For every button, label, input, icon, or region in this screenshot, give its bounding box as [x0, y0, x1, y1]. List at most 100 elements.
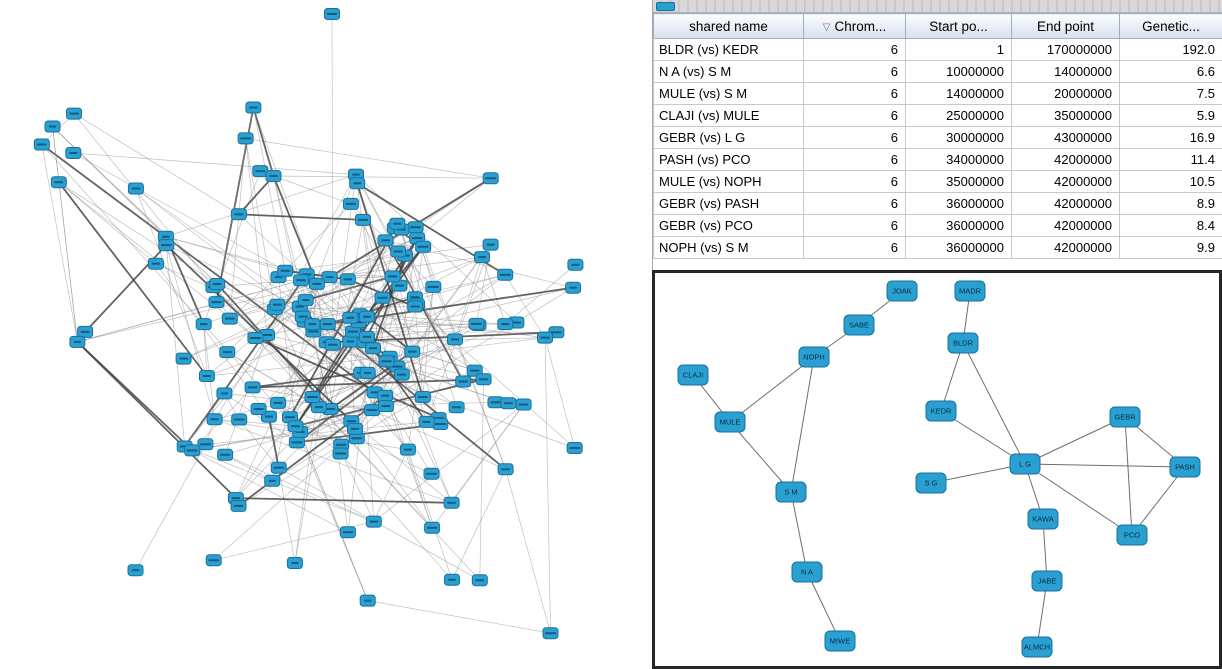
node-shape[interactable]: [677, 364, 709, 386]
node-shape[interactable]: [954, 280, 986, 302]
cell-value[interactable]: 170000000: [1011, 38, 1120, 61]
network-node[interactable]: [247, 332, 264, 344]
scrollbar-thumb[interactable]: [656, 2, 675, 11]
network-node[interactable]: S M: [775, 481, 807, 503]
table-row[interactable]: N A (vs) S M 6 10000000 14000000 6.6: [653, 60, 1222, 83]
network-node[interactable]: [206, 413, 223, 426]
network-node[interactable]: [415, 240, 432, 253]
network-node[interactable]: [455, 375, 472, 388]
network-node[interactable]: [304, 391, 321, 403]
network-node[interactable]: [127, 182, 144, 195]
network-node[interactable]: [287, 420, 304, 433]
node-shape[interactable]: [1109, 406, 1141, 428]
cell-value[interactable]: 42000000: [1011, 148, 1120, 171]
network-node[interactable]: [377, 400, 394, 413]
cell-value[interactable]: 6: [803, 104, 906, 127]
cell-shared-name[interactable]: CLAJI (vs) MULE: [653, 104, 804, 127]
network-node[interactable]: [244, 381, 261, 394]
network-node[interactable]: [245, 101, 262, 114]
network-node[interactable]: ALMCH: [1021, 636, 1053, 658]
cell-value[interactable]: 11.4: [1119, 148, 1222, 171]
network-node[interactable]: MADR: [954, 280, 986, 302]
network-node[interactable]: [221, 312, 238, 325]
column-header-1[interactable]: ▽ Chrom...: [803, 13, 906, 39]
network-node[interactable]: [65, 147, 82, 159]
network-node[interactable]: [197, 438, 214, 451]
network-node[interactable]: [339, 273, 356, 286]
network-node[interactable]: [389, 217, 406, 230]
cell-value[interactable]: 8.9: [1119, 192, 1222, 215]
network-node[interactable]: [127, 564, 144, 577]
network-node[interactable]: [66, 107, 82, 120]
cell-shared-name[interactable]: MULE (vs) NOPH: [653, 170, 804, 193]
sort-filter-icon[interactable]: ▽: [822, 21, 831, 33]
node-shape[interactable]: [947, 332, 979, 354]
node-shape[interactable]: [1027, 508, 1059, 530]
cell-value[interactable]: 25000000: [905, 104, 1012, 127]
subnetwork-panel[interactable]: JOAK MADR SABE BLDR NOPH CLAJI KEDR GEBR MULE L G…: [652, 270, 1222, 669]
network-node[interactable]: [404, 345, 421, 358]
network-node[interactable]: [342, 311, 359, 324]
network-node[interactable]: [425, 280, 442, 293]
cell-value[interactable]: 6: [803, 192, 906, 215]
network-node[interactable]: [324, 8, 340, 20]
cell-value[interactable]: 8.4: [1119, 214, 1222, 237]
network-node[interactable]: [230, 208, 247, 221]
cell-value[interactable]: 42000000: [1011, 192, 1120, 215]
subnetwork-canvas[interactable]: JOAK MADR SABE BLDR NOPH CLAJI KEDR GEBR MULE L G…: [655, 273, 1219, 666]
cell-value[interactable]: 6: [803, 38, 906, 61]
node-shape[interactable]: [791, 561, 823, 583]
cell-value[interactable]: 6: [803, 60, 906, 83]
network-node[interactable]: [319, 318, 336, 331]
network-node[interactable]: [407, 221, 424, 234]
cell-shared-name[interactable]: GEBR (vs) PCO: [653, 214, 804, 237]
network-node[interactable]: [217, 448, 234, 461]
network-node[interactable]: [205, 554, 222, 567]
network-node[interactable]: [304, 318, 321, 331]
network-node[interactable]: [332, 447, 349, 460]
network-node[interactable]: [365, 515, 382, 528]
cell-shared-name[interactable]: MULE (vs) S M: [653, 82, 804, 105]
network-node[interactable]: [475, 373, 492, 386]
network-node[interactable]: [297, 294, 314, 307]
node-shape[interactable]: [843, 314, 875, 336]
cell-value[interactable]: 42000000: [1011, 236, 1120, 259]
cell-value[interactable]: 6: [803, 126, 906, 149]
network-node[interactable]: [447, 333, 463, 346]
network-node[interactable]: [365, 342, 381, 355]
network-node[interactable]: MULE: [714, 411, 746, 433]
table-horizontal-scrollbar[interactable]: [653, 0, 1222, 13]
table-row[interactable]: MULE (vs) S M 6 14000000 20000000 7.5: [653, 82, 1222, 105]
table-row[interactable]: BLDR (vs) KEDR 6 1 170000000 192.0: [653, 38, 1222, 61]
network-node[interactable]: [374, 291, 391, 304]
network-node[interactable]: BLDR: [947, 332, 979, 354]
network-node[interactable]: [378, 355, 395, 368]
cell-value[interactable]: 36000000: [905, 214, 1012, 237]
network-node[interactable]: PASH: [1169, 456, 1201, 478]
node-shape[interactable]: [925, 400, 957, 422]
network-node[interactable]: [270, 396, 287, 409]
network-node[interactable]: [565, 281, 582, 294]
table-row[interactable]: NOPH (vs) S M 6 36000000 42000000 9.9: [653, 236, 1222, 259]
cell-value[interactable]: 5.9: [1119, 104, 1222, 127]
network-node[interactable]: [264, 474, 281, 487]
network-node[interactable]: [566, 442, 583, 454]
cell-value[interactable]: 14000000: [905, 82, 1012, 105]
network-node[interactable]: [391, 279, 408, 292]
network-node[interactable]: [269, 298, 286, 311]
network-node[interactable]: [77, 325, 94, 338]
network-node[interactable]: [209, 278, 226, 290]
cell-value[interactable]: 7.5: [1119, 82, 1222, 105]
network-node[interactable]: [355, 213, 371, 226]
network-node[interactable]: [448, 401, 465, 414]
cell-value[interactable]: 35000000: [1011, 104, 1120, 127]
network-node[interactable]: [537, 331, 553, 344]
network-node[interactable]: [399, 443, 416, 456]
cell-value[interactable]: 30000000: [905, 126, 1012, 149]
network-node[interactable]: [339, 526, 356, 539]
network-node[interactable]: [293, 274, 310, 287]
network-node[interactable]: [324, 338, 341, 351]
node-shape[interactable]: [1021, 636, 1053, 658]
table-row[interactable]: MULE (vs) NOPH 6 35000000 42000000 10.5: [653, 170, 1222, 193]
network-node[interactable]: [230, 499, 247, 512]
